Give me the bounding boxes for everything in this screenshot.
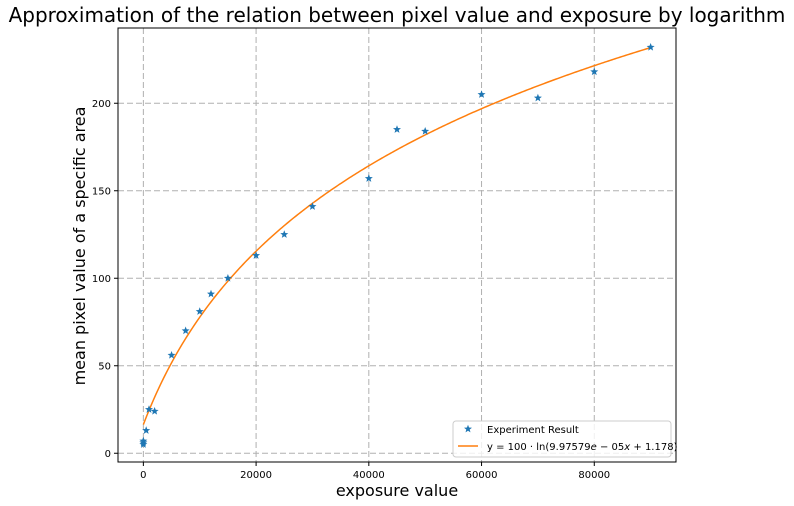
legend: Experiment Result y = 100 · ln(9.97579e … [452, 420, 678, 458]
data-point [364, 174, 373, 182]
legend-star-marker [464, 424, 472, 433]
x-tick-label: 0 [140, 470, 146, 481]
x-tick-label: 20000 [240, 470, 272, 481]
data-point [150, 407, 159, 415]
data-point [533, 93, 542, 102]
y-axis: 0 50 100 150 200 [92, 99, 118, 460]
fit-series [142, 46, 651, 425]
grid-lines [118, 28, 676, 462]
fit-line [142, 46, 651, 425]
data-point [181, 326, 190, 335]
x-tick-label: 80000 [578, 470, 610, 481]
y-tick-label: 50 [98, 361, 111, 372]
chart-title: Approximation of the relation between pi… [9, 3, 786, 27]
data-point [207, 289, 215, 298]
y-tick-label: 0 [105, 449, 111, 460]
data-point [646, 43, 655, 51]
legend-box [452, 420, 672, 458]
data-point [280, 230, 289, 238]
y-tick-label: 200 [92, 99, 111, 110]
data-point [393, 125, 401, 133]
y-tick-label: 150 [92, 186, 111, 197]
x-tick-label: 40000 [353, 470, 385, 481]
data-point [142, 426, 151, 434]
data-point [167, 351, 176, 359]
experiment-series [139, 43, 655, 448]
plot-area [117, 27, 677, 463]
x-axis: 0 20000 40000 60000 80000 [140, 462, 610, 481]
data-point [590, 67, 599, 76]
legend-label-fit: y = 100 · ln(9.97579e − 05x + 1.178) [487, 442, 678, 453]
x-axis-label: exposure value [336, 481, 458, 500]
y-axis-label: mean pixel value of a specific area [70, 107, 89, 386]
y-tick-label: 100 [92, 274, 111, 285]
x-tick-label: 60000 [466, 470, 498, 481]
data-point [252, 251, 261, 259]
data-point [308, 202, 317, 210]
legend-label-experiment: Experiment Result [487, 425, 579, 436]
data-point [139, 436, 148, 445]
data-point [195, 307, 204, 315]
data-point [145, 405, 153, 413]
data-point [421, 127, 430, 135]
data-point [477, 90, 486, 98]
data-point [223, 274, 232, 282]
